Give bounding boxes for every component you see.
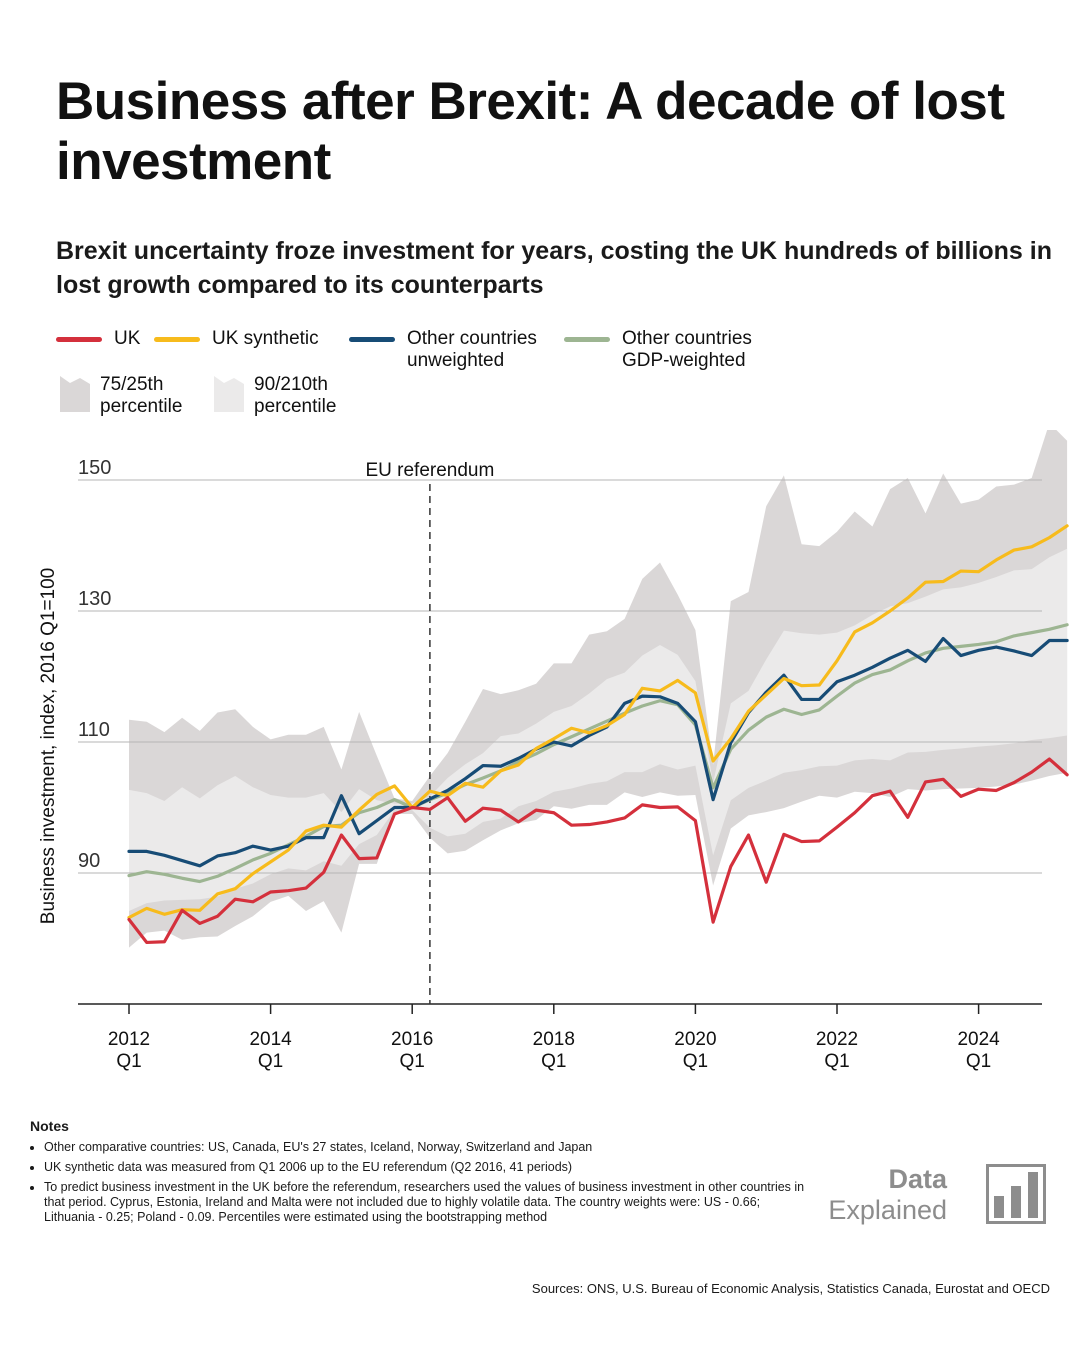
notes-list: Other comparative countries: US, Canada,… <box>30 1140 810 1225</box>
logo-text-data: Data <box>888 1164 947 1194</box>
legend-item-band-90: 90/210th percentile <box>214 374 336 418</box>
legend-item-other-gdp: Other countries GDP-weighted <box>564 328 752 372</box>
note-item: UK synthetic data was measured from Q1 2… <box>44 1160 810 1175</box>
chart-legend: UK UK synthetic Other countries unweight… <box>56 328 1056 424</box>
notes: Notes Other comparative countries: US, C… <box>30 1119 810 1230</box>
x-tick-label-year: 2022 <box>816 1029 858 1050</box>
series-line-uk <box>127 757 1069 945</box>
page-subtitle: Brexit uncertainty froze investment for … <box>56 237 1052 299</box>
eu-referendum-label: EU referendum <box>365 460 494 481</box>
legend-swatch-uk-synthetic <box>154 337 200 342</box>
legend-item-band-75: 75/25th percentile <box>60 374 182 418</box>
line-chart: 901101301502012Q12014Q12016Q12018Q12020Q… <box>38 430 1069 1072</box>
legend-label-uk-synthetic: UK synthetic <box>212 328 319 349</box>
bar-chart-logo-icon <box>986 1164 1046 1224</box>
y-tick-label: 130 <box>78 588 111 610</box>
legend-label-band-75: 75/25th percentile <box>100 374 183 417</box>
y-tick-label: 110 <box>78 719 110 741</box>
x-tick-label-quarter: Q1 <box>541 1051 566 1072</box>
x-tick-label-year: 2020 <box>674 1029 716 1050</box>
legend-swatch-band-75 <box>60 376 90 412</box>
legend-swatch-other-unweighted <box>349 337 395 342</box>
x-tick-label-quarter: Q1 <box>400 1051 425 1072</box>
x-tick-label-year: 2018 <box>533 1029 575 1050</box>
x-tick-label-quarter: Q1 <box>966 1051 991 1072</box>
note-item: Other comparative countries: US, Canada,… <box>44 1140 810 1155</box>
legend-swatch-uk <box>56 337 102 342</box>
legend-label-other-gdp: Other countries GDP-weighted <box>622 328 752 371</box>
page-title: Business after Brexit: A decade of lost … <box>56 72 1005 191</box>
legend-swatch-band-90 <box>214 376 244 412</box>
x-tick-label-year: 2024 <box>957 1029 1000 1050</box>
note-item: To predict business investment in the UK… <box>44 1180 810 1225</box>
logo-text-explained: Explained <box>828 1195 947 1225</box>
legend-label-other-unweighted: Other countries unweighted <box>407 328 537 371</box>
x-tick-label-quarter: Q1 <box>116 1051 141 1072</box>
legend-item-other-unweighted: Other countries unweighted <box>349 328 537 372</box>
series-line-uk-synthetic <box>127 524 1069 920</box>
data-explained-logo: Data Explained <box>828 1164 1049 1226</box>
legend-item-uk-synthetic: UK synthetic <box>154 328 319 350</box>
y-tick-label: 90 <box>78 850 100 872</box>
series-line-other-countries-unweighted <box>127 636 1069 868</box>
x-tick-label-year: 2014 <box>249 1029 292 1050</box>
x-tick-label-quarter: Q1 <box>683 1051 708 1072</box>
legend-swatch-other-gdp <box>564 337 610 342</box>
x-tick-label-quarter: Q1 <box>258 1051 283 1072</box>
legend-label-band-90: 90/210th percentile <box>254 374 337 417</box>
x-tick-label-year: 2012 <box>108 1029 150 1050</box>
y-tick-label: 150 <box>78 457 111 479</box>
x-tick-label-year: 2016 <box>391 1029 433 1050</box>
x-tick-label-quarter: Q1 <box>824 1051 849 1072</box>
legend-item-uk: UK <box>56 328 140 350</box>
legend-label-uk: UK <box>114 328 141 349</box>
notes-title: Notes <box>30 1118 69 1134</box>
y-axis-label: Business investment, index, 2016 Q1=100 <box>38 568 59 924</box>
sources: Sources: ONS, U.S. Bureau of Economic An… <box>531 1281 1050 1296</box>
